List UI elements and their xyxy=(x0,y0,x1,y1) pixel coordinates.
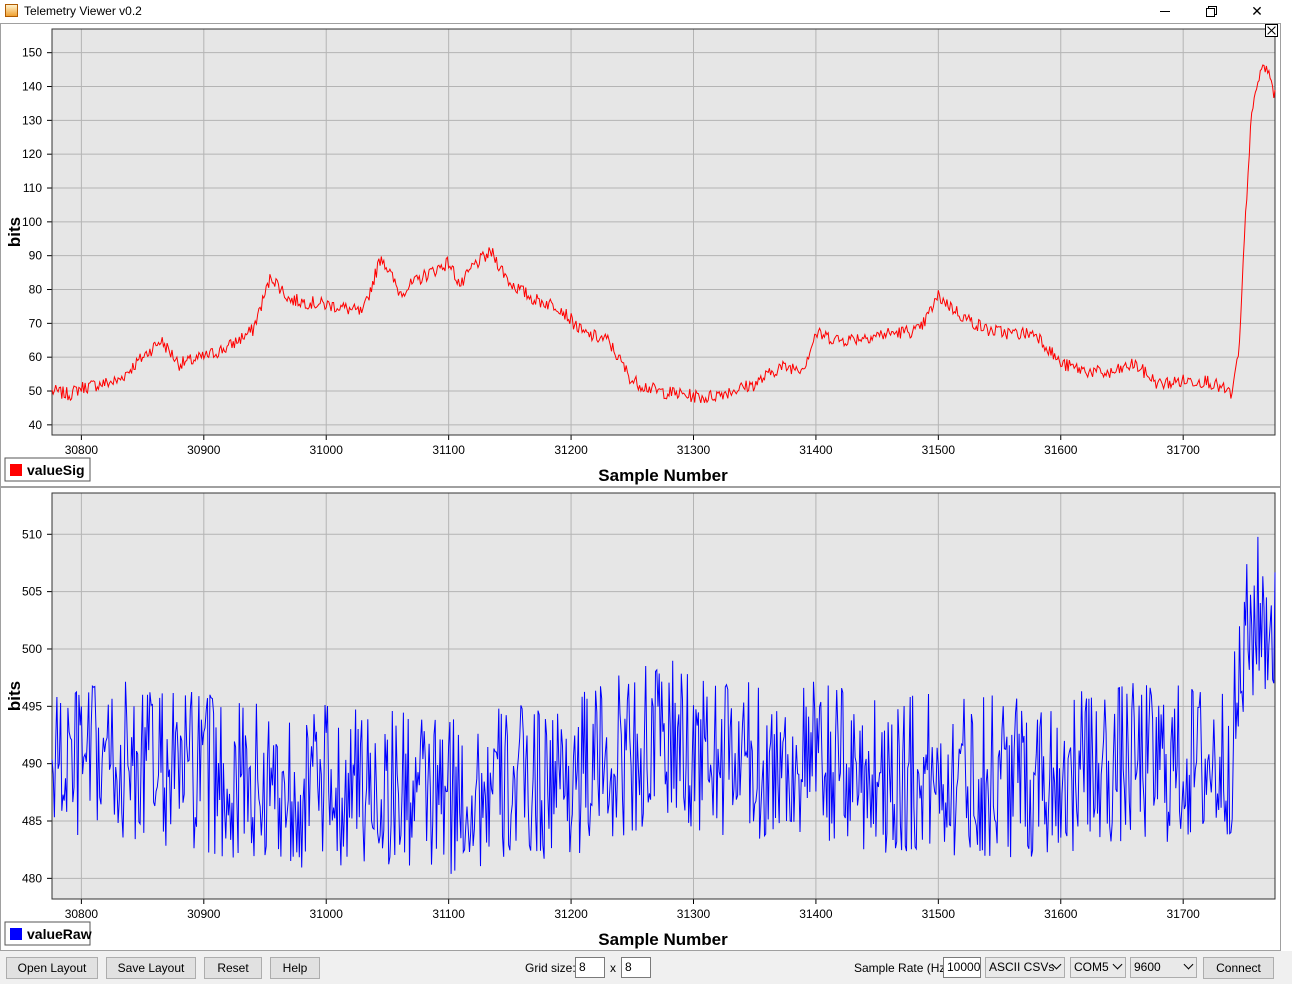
grid-x-label: x xyxy=(610,961,616,975)
y-axis-title: bits xyxy=(5,217,24,247)
legend-box xyxy=(4,921,91,946)
packet-type-value: ASCII CSVs xyxy=(989,960,1055,974)
x-axis-title: Sample Number xyxy=(598,466,728,485)
chart-close-icon[interactable] xyxy=(1265,24,1278,37)
window-title: Telemetry Viewer v0.2 xyxy=(24,4,142,18)
chevron-down-icon xyxy=(1112,959,1123,970)
reset-button[interactable]: Reset xyxy=(204,957,262,979)
grid-columns-field[interactable]: 8 xyxy=(575,957,605,978)
x-tick-label: 31200 xyxy=(554,443,588,457)
y-tick-label: 480 xyxy=(22,871,42,885)
plot-border xyxy=(51,492,1276,900)
connect-button[interactable]: Connect xyxy=(1203,957,1274,979)
x-tick-label: 30800 xyxy=(65,443,99,457)
control-bar: Open Layout Save Layout Reset Help Grid … xyxy=(0,951,1292,984)
baud-rate-value: 9600 xyxy=(1134,960,1161,974)
open-layout-button[interactable]: Open Layout xyxy=(6,957,98,979)
y-tick-label: 485 xyxy=(22,814,42,828)
save-layout-button[interactable]: Save Layout xyxy=(106,957,196,979)
series-line-valueraw xyxy=(51,536,1276,874)
y-tick-label: 50 xyxy=(29,384,43,398)
x-tick-label: 31500 xyxy=(922,443,956,457)
y-tick-label: 120 xyxy=(22,147,42,161)
x-tick-label: 31000 xyxy=(310,907,344,921)
chart-panel-valuesig[interactable]: 30800 30900 31000 31100 31200 31300 31400 31500… xyxy=(0,23,1281,487)
close-icon[interactable]: ✕ xyxy=(1251,2,1263,19)
x-tick-label: 31200 xyxy=(554,907,588,921)
legend-swatch xyxy=(10,464,22,476)
x-axis-title: Sample Number xyxy=(598,930,728,949)
x-tick-label: 30900 xyxy=(187,907,221,921)
chart-panel-valueraw[interactable]: 30800 30900 31000 31100 31200 31300 31400 31500… xyxy=(0,487,1281,951)
x-tick-label: 31600 xyxy=(1044,443,1078,457)
java-app-icon xyxy=(5,4,18,17)
y-tick-label: 490 xyxy=(22,757,42,771)
plot-border xyxy=(51,28,1276,436)
series-line-valuesig xyxy=(51,64,1276,404)
y-tick-label: 140 xyxy=(22,80,42,94)
y-tick-label: 110 xyxy=(23,181,42,195)
x-tick-label: 31400 xyxy=(799,907,833,921)
x-tick-label: 31100 xyxy=(432,907,465,921)
sample-rate-field[interactable]: 10000 xyxy=(943,957,981,978)
plot-area xyxy=(52,493,1275,899)
x-tick-label: 31400 xyxy=(799,443,833,457)
y-axis-title: bits xyxy=(5,681,24,711)
x-tick-label: 31300 xyxy=(677,907,711,921)
restore-icon[interactable] xyxy=(1188,0,1234,22)
y-tick-label: 505 xyxy=(22,585,42,599)
x-tick-label: 31700 xyxy=(1166,443,1200,457)
legend-label: valueRaw xyxy=(27,926,92,942)
y-tick-label: 510 xyxy=(22,527,42,541)
grid-rows-field[interactable]: 8 xyxy=(621,957,651,978)
x-tick-label: 31600 xyxy=(1044,907,1078,921)
line-chart-valuesig: 30800 30900 31000 31100 31200 31300 31400 31500… xyxy=(4,28,1276,485)
grid-size-label: Grid size: xyxy=(525,961,576,975)
x-tick-label: 30900 xyxy=(187,443,221,457)
y-tick-label: 100 xyxy=(22,215,42,229)
x-tick-label: 31100 xyxy=(432,443,465,457)
minimize-icon[interactable] xyxy=(1142,0,1188,22)
x-tick-label: 30800 xyxy=(65,907,99,921)
y-tick-label: 150 xyxy=(22,46,42,60)
plot-area xyxy=(52,29,1275,435)
baud-rate-dropdown[interactable]: 9600 xyxy=(1130,957,1197,978)
y-tick-label: 90 xyxy=(29,249,43,263)
legend-box xyxy=(4,457,91,482)
title-bar: Telemetry Viewer v0.2 ✕ xyxy=(0,0,1292,22)
legend-swatch xyxy=(10,928,22,940)
legend-label: valueSig xyxy=(27,462,85,478)
x-tick-label: 31300 xyxy=(677,443,711,457)
y-tick-label: 60 xyxy=(29,350,43,364)
port-value: COM5 xyxy=(1074,960,1109,974)
help-button[interactable]: Help xyxy=(270,957,320,979)
y-tick-label: 500 xyxy=(22,642,42,656)
y-tick-label: 495 xyxy=(22,699,42,713)
chevron-down-icon xyxy=(1183,959,1194,970)
port-dropdown[interactable]: COM5 xyxy=(1070,957,1126,978)
x-tick-label: 31700 xyxy=(1166,907,1200,921)
x-tick-label: 31000 xyxy=(310,443,344,457)
y-tick-label: 80 xyxy=(29,283,43,297)
sample-rate-label: Sample Rate (Hz) xyxy=(854,961,950,975)
y-tick-label: 130 xyxy=(22,113,42,127)
x-tick-label: 31500 xyxy=(922,907,956,921)
y-tick-label: 40 xyxy=(29,418,43,432)
line-chart-valueraw: 30800 30900 31000 31100 31200 31300 31400 31500… xyxy=(4,492,1276,949)
y-tick-label: 70 xyxy=(29,316,43,330)
packet-type-dropdown[interactable]: ASCII CSVs xyxy=(985,957,1065,978)
